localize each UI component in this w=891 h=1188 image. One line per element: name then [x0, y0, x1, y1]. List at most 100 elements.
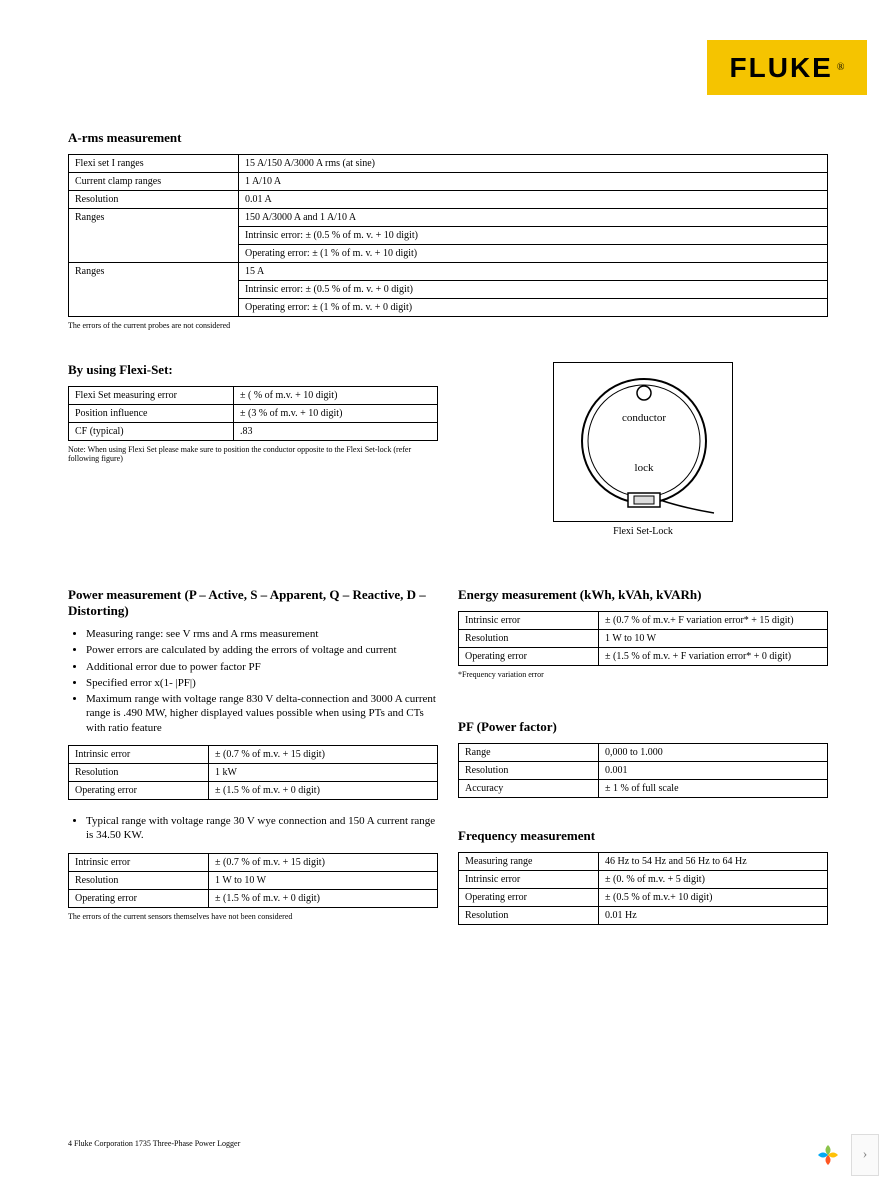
spec-key: Range — [459, 744, 599, 762]
spec-value: ± (1.5 % of m.v. + F variation error* + … — [599, 648, 828, 666]
spec-value: Operating error: ± (1 % of m. v. + 10 di… — [239, 245, 828, 263]
table-row: Operating error± (1.5 % of m.v. + 0 digi… — [69, 889, 438, 907]
spec-value: ± (0.7 % of m.v.+ F variation error* + 1… — [599, 612, 828, 630]
spec-key: Intrinsic error — [459, 612, 599, 630]
table-row: Flexi Set measuring error± ( % of m.v. +… — [69, 387, 438, 405]
table-row: Resolution0.001 — [459, 762, 828, 780]
table-row: Measuring range46 Hz to 54 Hz and 56 Hz … — [459, 853, 828, 871]
spec-value: ± (1.5 % of m.v. + 0 digit) — [209, 889, 438, 907]
spec-value: ± (0.5 % of m.v.+ 10 digit) — [599, 889, 828, 907]
spec-key: CF (typical) — [69, 423, 234, 441]
table-row: Ranges150 A/3000 A and 1 A/10 A — [69, 209, 828, 227]
spec-value: 0.01 Hz — [599, 907, 828, 925]
spec-value: 1 kW — [209, 764, 438, 782]
spec-value: ± (0.7 % of m.v. + 15 digit) — [209, 853, 438, 871]
table-row: Range0,000 to 1.000 — [459, 744, 828, 762]
spec-key: Resolution — [459, 907, 599, 925]
table-row: Resolution1 W to 10 W — [459, 630, 828, 648]
spec-key: Intrinsic error — [69, 853, 209, 871]
table-row: Resolution0.01 Hz — [459, 907, 828, 925]
spec-value: 1 A/10 A — [239, 173, 828, 191]
list-item: Specified error x(1- |PF|) — [86, 676, 438, 690]
table-row: Operating error± (1.5 % of m.v. + F vari… — [459, 648, 828, 666]
power-table-1: Intrinsic error± (0.7 % of m.v. + 15 dig… — [68, 745, 438, 800]
next-page-button[interactable]: › — [851, 1134, 879, 1176]
spec-key: Resolution — [459, 762, 599, 780]
table-row: CF (typical).83 — [69, 423, 438, 441]
page-footer: 4 Fluke Corporation 1735 Three-Phase Pow… — [68, 1139, 240, 1148]
spec-value: Intrinsic error: ± (0.5 % of m. v. + 10 … — [239, 227, 828, 245]
spec-value: .83 — [234, 423, 438, 441]
spec-key: Operating error — [69, 889, 209, 907]
freq-title: Frequency measurement — [458, 828, 828, 844]
spec-value: ± (0. % of m.v. + 5 digit) — [599, 871, 828, 889]
conductor-label: conductor — [622, 412, 666, 424]
spec-value: ± (1.5 % of m.v. + 0 digit) — [209, 782, 438, 800]
spec-value: Operating error: ± (1 % of m. v. + 0 dig… — [239, 299, 828, 317]
spec-key: Resolution — [69, 191, 239, 209]
list-item: Maximum range with voltage range 830 V d… — [86, 692, 438, 735]
spec-value: Intrinsic error: ± (0.5 % of m. v. + 0 d… — [239, 281, 828, 299]
power-bullets: Measuring range: see V rms and A rms mea… — [68, 627, 438, 735]
list-item: Power errors are calculated by adding th… — [86, 643, 438, 657]
list-item: Typical range with voltage range 30 V wy… — [86, 814, 438, 843]
table-row: Intrinsic error± (0.7 % of m.v. + 15 dig… — [69, 746, 438, 764]
energy-footnote: *Frequency variation error — [458, 670, 828, 679]
brand-logo: FLUKE ® — [707, 40, 867, 95]
table-row: Current clamp ranges1 A/10 A — [69, 173, 828, 191]
spec-value: 1 W to 10 W — [599, 630, 828, 648]
table-row: Ranges15 A — [69, 263, 828, 281]
spec-key: Intrinsic error — [459, 871, 599, 889]
spec-value: 15 A/150 A/3000 A rms (at sine) — [239, 155, 828, 173]
spec-value: 1 W to 10 W — [209, 871, 438, 889]
spec-key: Operating error — [459, 889, 599, 907]
spec-value: 0.01 A — [239, 191, 828, 209]
spec-value: 46 Hz to 54 Hz and 56 Hz to 64 Hz — [599, 853, 828, 871]
list-item: Measuring range: see V rms and A rms mea… — [86, 627, 438, 641]
spec-key: Operating error — [459, 648, 599, 666]
nav-widget: › — [815, 1134, 879, 1176]
spec-value: 0,000 to 1.000 — [599, 744, 828, 762]
power-title: Power measurement (P – Active, S – Appar… — [68, 587, 438, 619]
lock-label: lock — [635, 462, 654, 474]
table-row: Resolution0.01 A — [69, 191, 828, 209]
spec-key: Resolution — [69, 871, 209, 889]
spec-value: 150 A/3000 A and 1 A/10 A — [239, 209, 828, 227]
spec-key: Position influence — [69, 405, 234, 423]
table-row: Flexi set I ranges15 A/150 A/3000 A rms … — [69, 155, 828, 173]
spec-value: 15 A — [239, 263, 828, 281]
freq-table: Measuring range46 Hz to 54 Hz and 56 Hz … — [458, 852, 828, 925]
table-row: Operating error± (0.5 % of m.v.+ 10 digi… — [459, 889, 828, 907]
table-row: Resolution1 W to 10 W — [69, 871, 438, 889]
pf-title: PF (Power factor) — [458, 719, 828, 735]
spec-key: Measuring range — [459, 853, 599, 871]
arms-title: A-rms measurement — [68, 130, 828, 146]
power-bullet-2: Typical range with voltage range 30 V wy… — [68, 814, 438, 843]
spec-value: ± 1 % of full scale — [599, 780, 828, 798]
flexiset-note: Note: When using Flexi Set please make s… — [68, 445, 438, 463]
spec-value: ± ( % of m.v. + 10 digit) — [234, 387, 438, 405]
arms-footnote: The errors of the current probes are not… — [68, 321, 828, 330]
spec-key: Intrinsic error — [69, 746, 209, 764]
energy-table: Intrinsic error± (0.7 % of m.v.+ F varia… — [458, 611, 828, 666]
spec-key: Ranges — [69, 263, 239, 317]
flower-icon — [815, 1142, 841, 1168]
table-row: Position influence± (3 % of m.v. + 10 di… — [69, 405, 438, 423]
spec-key: Resolution — [69, 764, 209, 782]
spec-value: ± (0.7 % of m.v. + 15 digit) — [209, 746, 438, 764]
spec-key: Flexi set I ranges — [69, 155, 239, 173]
spec-key: Accuracy — [459, 780, 599, 798]
table-row: Operating error± (1.5 % of m.v. + 0 digi… — [69, 782, 438, 800]
arms-table: Flexi set I ranges15 A/150 A/3000 A rms … — [68, 154, 828, 317]
list-item: Additional error due to power factor PF — [86, 660, 438, 674]
table-row: Intrinsic error± (0.7 % of m.v.+ F varia… — [459, 612, 828, 630]
energy-title: Energy measurement (kWh, kVAh, kVARh) — [458, 587, 828, 603]
spec-value: 0.001 — [599, 762, 828, 780]
table-row: Accuracy± 1 % of full scale — [459, 780, 828, 798]
chevron-right-icon: › — [863, 1147, 868, 1163]
flexi-diagram: conductor lock — [553, 362, 733, 522]
spec-value: ± (3 % of m.v. + 10 digit) — [234, 405, 438, 423]
pf-table: Range0,000 to 1.000Resolution0.001Accura… — [458, 743, 828, 798]
power-table-2: Intrinsic error± (0.7 % of m.v. + 15 dig… — [68, 853, 438, 908]
spec-key: Ranges — [69, 209, 239, 263]
